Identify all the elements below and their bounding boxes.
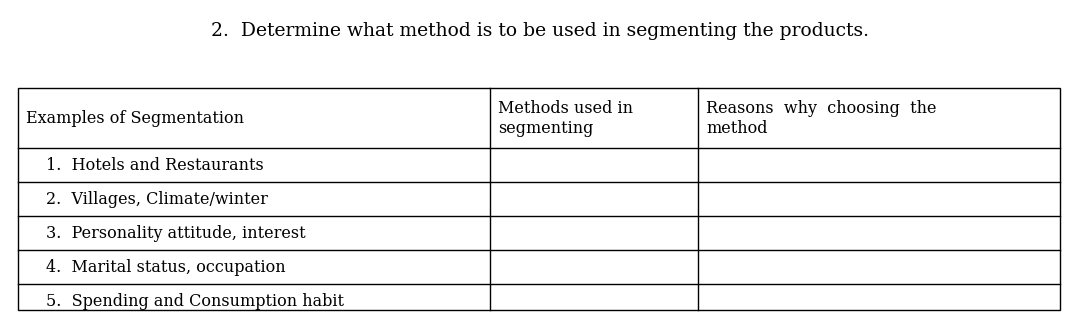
Text: 5.  Spending and Consumption habit: 5. Spending and Consumption habit <box>46 292 345 309</box>
Text: 1.  Hotels and Restaurants: 1. Hotels and Restaurants <box>46 156 264 174</box>
Text: Examples of Segmentation: Examples of Segmentation <box>26 109 244 127</box>
Text: segmenting: segmenting <box>498 120 593 137</box>
Text: 3.  Personality attitude, interest: 3. Personality attitude, interest <box>46 224 306 242</box>
Text: Methods used in: Methods used in <box>498 100 633 117</box>
Text: 2.  Determine what method is to be used in segmenting the products.: 2. Determine what method is to be used i… <box>211 22 869 40</box>
Bar <box>18 88 1059 310</box>
Text: 2.  Villages, Climate/winter: 2. Villages, Climate/winter <box>46 191 268 207</box>
Text: Reasons  why  choosing  the: Reasons why choosing the <box>706 100 936 117</box>
Text: method: method <box>706 120 768 137</box>
Text: 4.  Marital status, occupation: 4. Marital status, occupation <box>46 259 285 276</box>
